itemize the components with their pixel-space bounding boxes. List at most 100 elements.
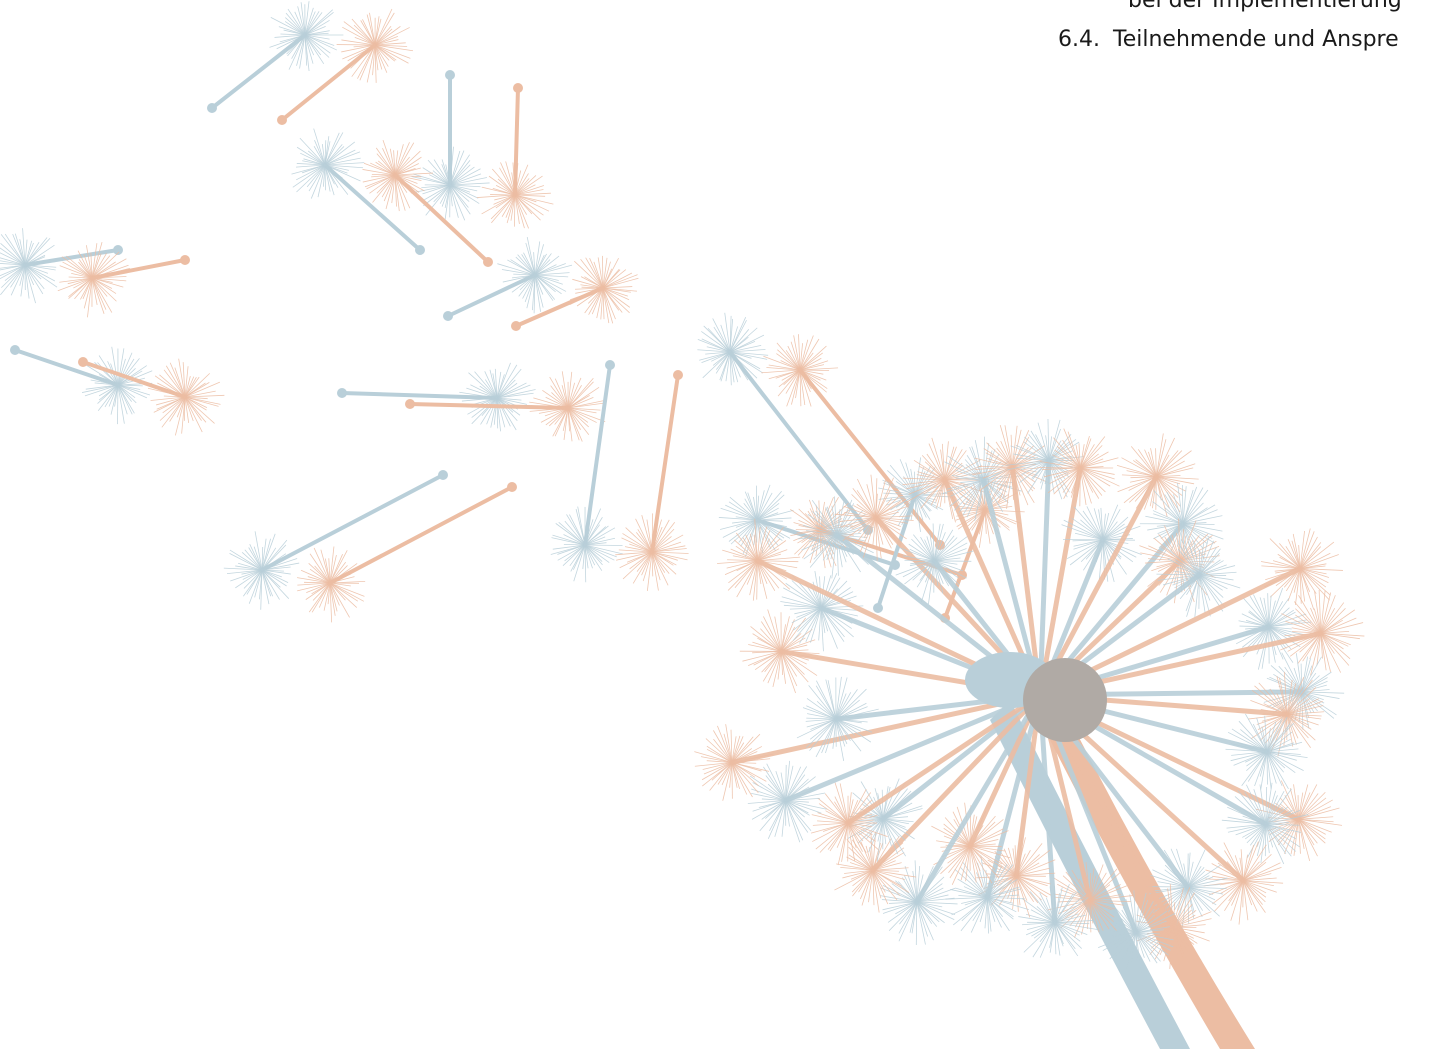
seed-filament [717, 726, 732, 763]
seed-body [277, 115, 287, 125]
seed-filament [732, 763, 758, 793]
seed-filament [570, 288, 603, 305]
seed-stalk [212, 35, 305, 108]
seed-filament [821, 608, 852, 623]
seed-filament [837, 510, 863, 535]
seed-body [78, 357, 88, 367]
seed-filament [325, 132, 343, 165]
seed-body [605, 360, 615, 370]
seed-filament [732, 763, 766, 782]
seed-filament [809, 719, 835, 751]
seed [880, 695, 1040, 945]
seed-filament [284, 35, 305, 51]
seed-stalk [282, 45, 375, 120]
seed-filament [786, 800, 803, 840]
toc-entry-number: 6.4. [1058, 27, 1100, 53]
seed-stalk [262, 475, 443, 570]
seed-stalk [325, 165, 420, 250]
seed-body [207, 103, 217, 113]
seed [615, 370, 688, 591]
seed-filament [1080, 458, 1118, 468]
seed-filament [916, 902, 917, 945]
seed-filament [768, 800, 785, 838]
seed-body [445, 70, 455, 80]
seed [848, 695, 1040, 862]
receptacle [1023, 658, 1107, 742]
seed-filament [800, 346, 826, 370]
seed-stalk [342, 393, 497, 398]
seed-filament [834, 870, 872, 890]
seed-body [507, 482, 517, 492]
seed-filament [1183, 487, 1197, 524]
seed [697, 313, 873, 535]
seed-filament [1199, 575, 1223, 598]
seed-filament [472, 398, 497, 424]
seed-filament [450, 169, 481, 185]
seed-filament [1024, 923, 1055, 953]
seed-filament [708, 328, 730, 352]
seed [337, 363, 536, 431]
seed-body [10, 345, 20, 355]
seed [58, 242, 190, 317]
dandelion-illustration [0, 0, 1434, 1049]
seed-body [443, 311, 453, 321]
seed-stalk [330, 487, 512, 583]
seed-filament [603, 278, 638, 288]
seed [363, 140, 493, 267]
seed-filament [762, 651, 782, 672]
seed-filament [1279, 543, 1300, 568]
seed-filament [1055, 923, 1078, 956]
seed-stalk [585, 365, 610, 545]
seed-filament [812, 823, 848, 842]
seed-filament [602, 256, 603, 288]
seed-body [873, 603, 883, 613]
seed-body [415, 245, 425, 255]
seed-filament [873, 836, 900, 870]
seed-filament [973, 510, 985, 543]
seed-body [180, 255, 190, 265]
seed-filament [1299, 819, 1310, 861]
seed-filament [585, 545, 623, 546]
seed [292, 129, 425, 255]
seed-filament [892, 884, 917, 902]
seed [78, 357, 224, 435]
seed-stalk [652, 375, 678, 552]
seed-body [513, 83, 523, 93]
seed-filament [25, 265, 36, 303]
seed-body [438, 470, 448, 480]
page: {"toc": {"entries": [ {"title": "bei der… [0, 0, 1434, 1049]
seed-body [483, 257, 493, 267]
seed-filament [836, 678, 847, 720]
seed-filament [117, 385, 118, 424]
seed-filament [344, 22, 375, 45]
seed-filament [797, 719, 836, 738]
seed-filament [314, 129, 325, 165]
toc-entry-title: Teilnehmende und Anspre [1113, 27, 1399, 53]
seed-filament [185, 373, 210, 397]
toc-entry-title: bei der Implementierung [1128, 0, 1402, 14]
seed-filament [1199, 575, 1240, 588]
seed-filament [375, 45, 410, 58]
seed [297, 482, 517, 622]
seed-filament [1214, 881, 1243, 912]
seed-filament [763, 767, 785, 801]
seed-stalk [92, 260, 185, 278]
seed-filament [243, 570, 262, 596]
seed-filament [751, 626, 782, 651]
seed-stalk [516, 288, 603, 326]
seed-filament [1288, 539, 1300, 568]
seed [761, 334, 945, 550]
seed [207, 1, 343, 113]
seed-filament [1269, 588, 1283, 627]
seed-filament [1, 234, 25, 265]
seed [477, 83, 553, 228]
seed-filament [713, 739, 732, 762]
seed-filament [1269, 598, 1289, 627]
seed-filament [482, 195, 515, 214]
seed [10, 345, 152, 424]
seed [405, 371, 606, 441]
seed-body [337, 388, 347, 398]
seed-filament [450, 155, 470, 185]
seed-body [511, 321, 521, 331]
seed-body [405, 399, 415, 409]
